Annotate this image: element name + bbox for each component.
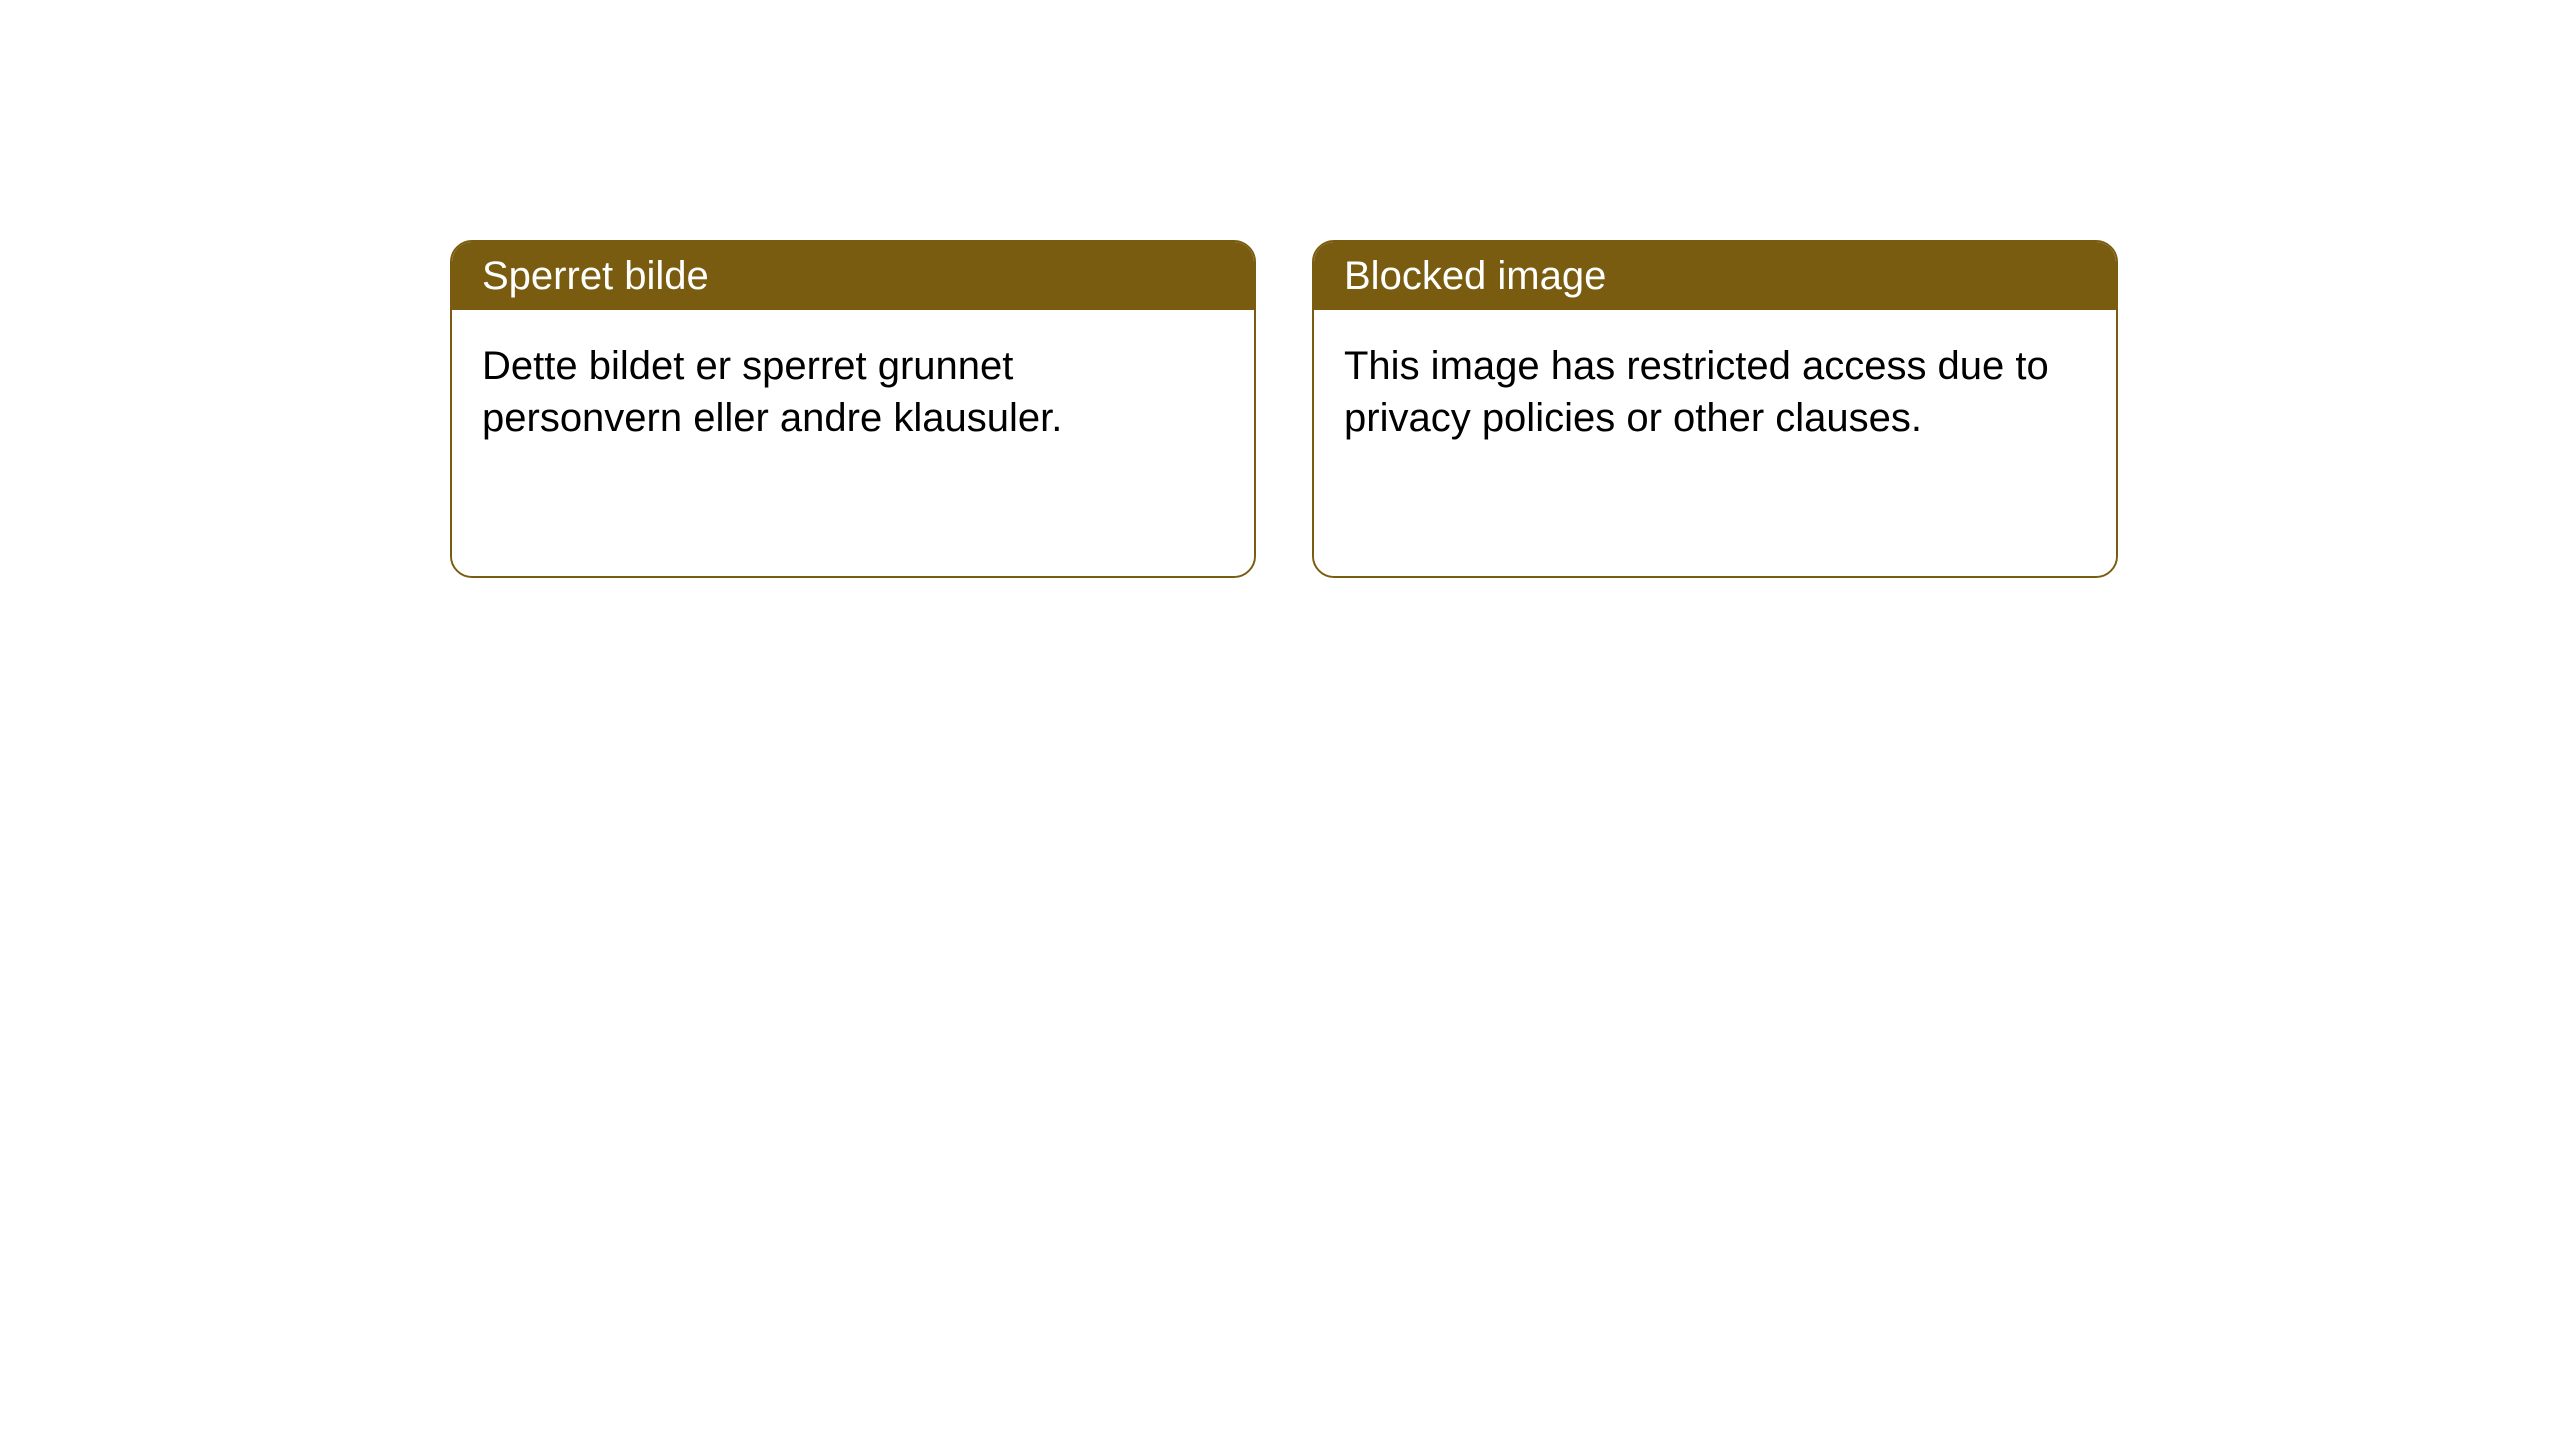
notice-title: Sperret bilde	[452, 242, 1254, 310]
notice-card-english: Blocked image This image has restricted …	[1312, 240, 2118, 578]
notice-body: Dette bildet er sperret grunnet personve…	[452, 310, 1254, 576]
notice-card-norwegian: Sperret bilde Dette bildet er sperret gr…	[450, 240, 1256, 578]
notice-container: Sperret bilde Dette bildet er sperret gr…	[0, 0, 2560, 578]
notice-title: Blocked image	[1314, 242, 2116, 310]
notice-body: This image has restricted access due to …	[1314, 310, 2116, 576]
